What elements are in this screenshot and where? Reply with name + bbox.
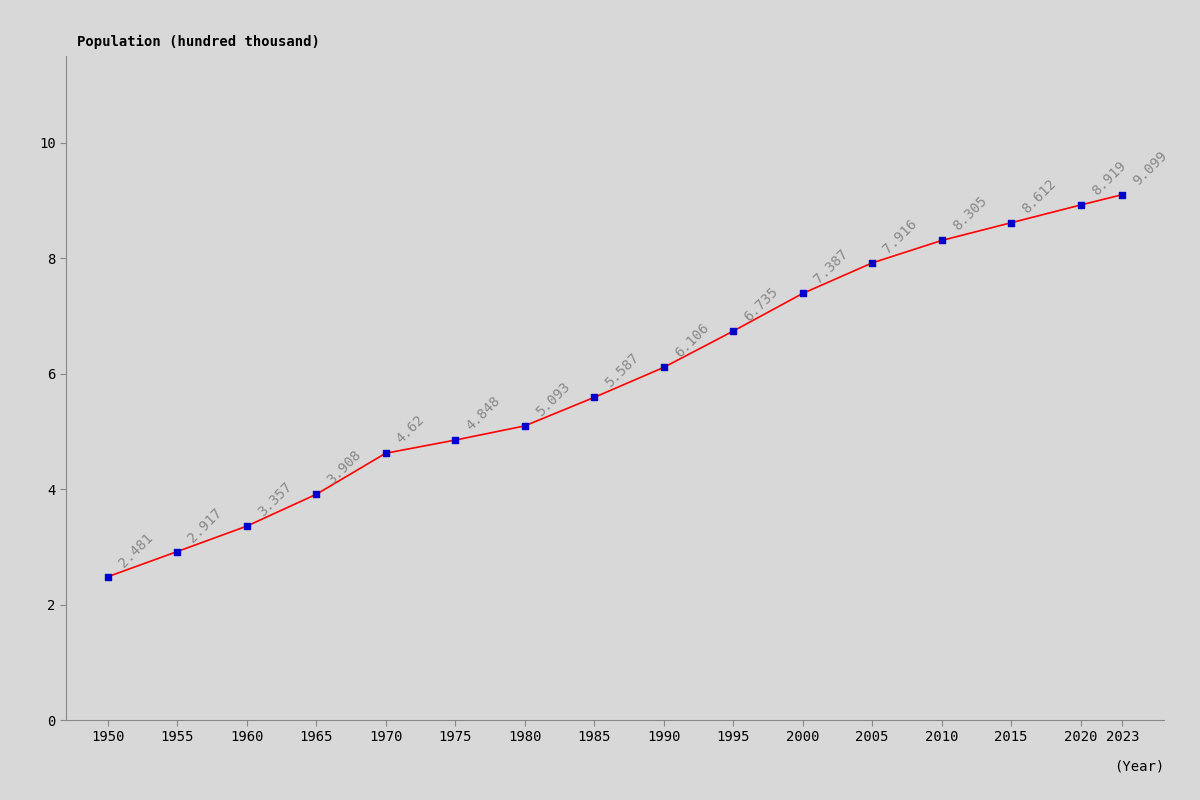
Text: 4.62: 4.62: [394, 413, 427, 446]
Point: [238, 520, 257, 533]
Text: 8.919: 8.919: [1088, 158, 1128, 198]
Point: [306, 488, 325, 501]
Point: [98, 570, 118, 583]
Text: 5.093: 5.093: [533, 379, 572, 419]
Text: 8.305: 8.305: [950, 194, 990, 234]
Text: 4.848: 4.848: [463, 394, 503, 433]
Text: 3.357: 3.357: [256, 480, 294, 519]
Text: 2.917: 2.917: [186, 505, 226, 545]
Text: 9.099: 9.099: [1130, 148, 1170, 188]
Text: 8.612: 8.612: [1020, 176, 1058, 216]
Point: [793, 287, 812, 300]
Point: [654, 361, 673, 374]
Text: 3.908: 3.908: [324, 448, 364, 487]
Text: 7.916: 7.916: [881, 217, 920, 256]
Text: 6.735: 6.735: [742, 285, 781, 324]
Text: 6.106: 6.106: [672, 321, 712, 361]
Point: [1072, 198, 1091, 211]
Point: [515, 419, 534, 432]
Point: [724, 325, 743, 338]
Text: 7.387: 7.387: [811, 247, 851, 286]
Text: (Year): (Year): [1114, 760, 1164, 774]
Point: [1002, 216, 1021, 229]
Point: [863, 257, 882, 270]
Point: [376, 447, 395, 460]
Point: [168, 545, 187, 558]
Text: 5.587: 5.587: [602, 351, 642, 390]
Point: [445, 434, 464, 446]
Point: [1112, 188, 1132, 201]
Point: [584, 391, 604, 404]
Point: [932, 234, 952, 247]
Text: 2.481: 2.481: [116, 530, 156, 570]
Text: Population (hundred thousand): Population (hundred thousand): [77, 35, 320, 50]
